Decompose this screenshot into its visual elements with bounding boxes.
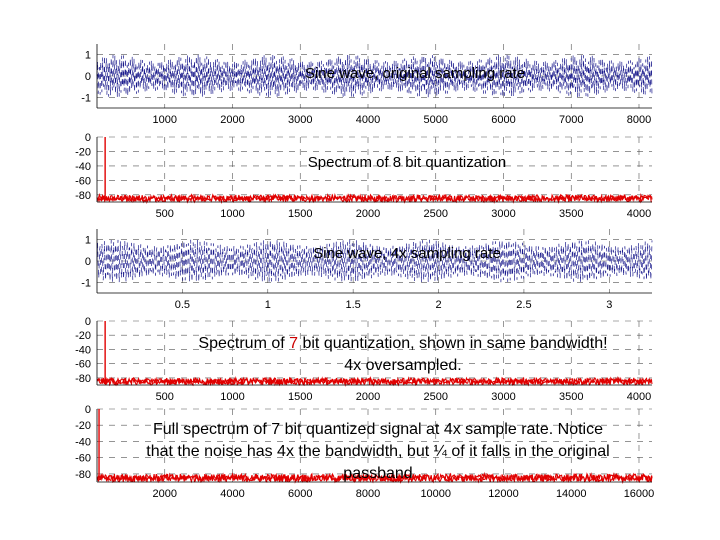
y-tick-label: -60 xyxy=(75,175,91,187)
panel-spectrum-7bit-full: 0 -20 -40 -60 -80 2000 4000 6000 8000 10000 12000 1… xyxy=(75,404,654,500)
x-tick-label: 4000 xyxy=(220,488,244,500)
x-tick-label: 2000 xyxy=(356,391,380,403)
chart-title-5-line-3: passband xyxy=(343,465,412,482)
x-tick-label: 2000 xyxy=(356,208,380,220)
x-tick-label: 1000 xyxy=(220,391,244,403)
x-tick-label: 1.5 xyxy=(346,299,361,311)
y-tick-label: -80 xyxy=(75,469,91,481)
y-tick-label: 1 xyxy=(85,50,91,62)
y-tick-label: -80 xyxy=(75,373,91,385)
x-tick-label: 3000 xyxy=(288,114,312,126)
x-tick-label: 1500 xyxy=(288,391,312,403)
x-tick-label: 1 xyxy=(265,299,271,311)
x-tick-label: 500 xyxy=(156,208,174,220)
y-tick-label: -80 xyxy=(75,190,91,202)
x-tick-label: 3000 xyxy=(491,208,515,220)
y-tick-label: -60 xyxy=(75,453,91,465)
chart-title-4: Spectrum of 7 bit quantization, shown in… xyxy=(198,335,607,352)
spectrum-noise-series-2 xyxy=(97,193,653,204)
panel-spectrum-7bit-same-bandwidth: 0 -20 -40 -60 -80 500 1000 1500 2000 2500 3000 3500… xyxy=(75,316,653,403)
y-tick-label: -20 xyxy=(75,420,91,432)
x-tick-label: 500 xyxy=(156,391,174,403)
y-tick-label: -20 xyxy=(75,330,91,342)
panel-sine-original: 1 0 -1 1000 2000 3000 4000 5000 6000 7000 8000 xyxy=(81,44,653,126)
chart-title-4-highlight: 7 xyxy=(289,335,298,352)
x-tick-label: 3500 xyxy=(559,391,583,403)
y-tick-label: -1 xyxy=(81,92,91,104)
x-tick-label: 3000 xyxy=(491,391,515,403)
x-tick-label: 2500 xyxy=(424,391,448,403)
panel-spectrum-8bit: 0 -20 -40 -60 -80 500 1000 1500 2000 2500 3000 3500… xyxy=(75,132,653,220)
y-tick-label: -20 xyxy=(75,146,91,158)
x-tick-label: 2000 xyxy=(220,114,244,126)
x-tick-label: 2 xyxy=(435,299,441,311)
chart-title-5-line-1: Full spectrum of 7 bit quantized signal … xyxy=(153,421,603,438)
x-tick-label: 1000 xyxy=(153,114,177,126)
x-tick-label: 1000 xyxy=(220,208,244,220)
y-tick-label: 0 xyxy=(85,71,91,83)
y-tick-label: 1 xyxy=(85,235,91,247)
y-tick-label: 0 xyxy=(85,316,91,328)
chart-title-1: Sine wave, original sampling rate xyxy=(305,65,525,82)
chart-title-4-line-2: 4x oversampled. xyxy=(344,357,461,374)
y-tick-label: -1 xyxy=(81,277,91,289)
x-tick-label: 5000 xyxy=(424,114,448,126)
x-tick-label: 8000 xyxy=(356,488,380,500)
x-tick-label: 8000 xyxy=(627,114,651,126)
chart-title-2: Spectrum of 8 bit quantization xyxy=(308,154,506,171)
x-tick-label: 4000 xyxy=(627,208,651,220)
chart-title-3: Sine wave, 4x sampling rate xyxy=(313,245,501,262)
x-tick-label: 6000 xyxy=(288,488,312,500)
x-tick-label: 14000 xyxy=(556,488,587,500)
x-tick-label: 7000 xyxy=(559,114,583,126)
sine-wave-series xyxy=(96,239,653,283)
x-tick-label: 2500 xyxy=(424,208,448,220)
chart-title-5-line-2: that the noise has 4x the bandwidth, but… xyxy=(146,443,609,460)
x-tick-label: 16000 xyxy=(624,488,655,500)
y-tick-label: -40 xyxy=(75,161,91,173)
x-tick-label: 4000 xyxy=(356,114,380,126)
y-tick-label: -40 xyxy=(75,436,91,448)
y-tick-label: -60 xyxy=(75,359,91,371)
x-tick-label: 3500 xyxy=(559,208,583,220)
y-tick-label: 0 xyxy=(85,132,91,144)
chart-title-4-part-3: bit quantization, shown in same bandwidt… xyxy=(298,335,608,352)
y-tick-label: 0 xyxy=(85,404,91,416)
x-tick-label: 4000 xyxy=(627,391,651,403)
x-tick-label: 2000 xyxy=(153,488,177,500)
x-tick-label: 1500 xyxy=(288,208,312,220)
x-tick-label: 3 xyxy=(606,299,612,311)
y-tick-label: -40 xyxy=(75,344,91,356)
panel-sine-4x: 1 0 -1 0.5 1 1.5 2 2.5 3 xyxy=(81,229,653,311)
x-tick-label: 0.5 xyxy=(175,299,190,311)
x-tick-label: 10000 xyxy=(420,488,451,500)
x-tick-label: 2.5 xyxy=(516,299,531,311)
y-tick-label: 0 xyxy=(85,256,91,268)
spectrum-noise-series-2 xyxy=(96,376,653,387)
spectrum-noise-series-2 xyxy=(96,472,653,484)
chart-title-4-part-1: Spectrum of xyxy=(198,335,289,352)
x-tick-label: 6000 xyxy=(491,114,515,126)
x-tick-label: 12000 xyxy=(488,488,519,500)
sine-wave-series xyxy=(96,54,653,98)
